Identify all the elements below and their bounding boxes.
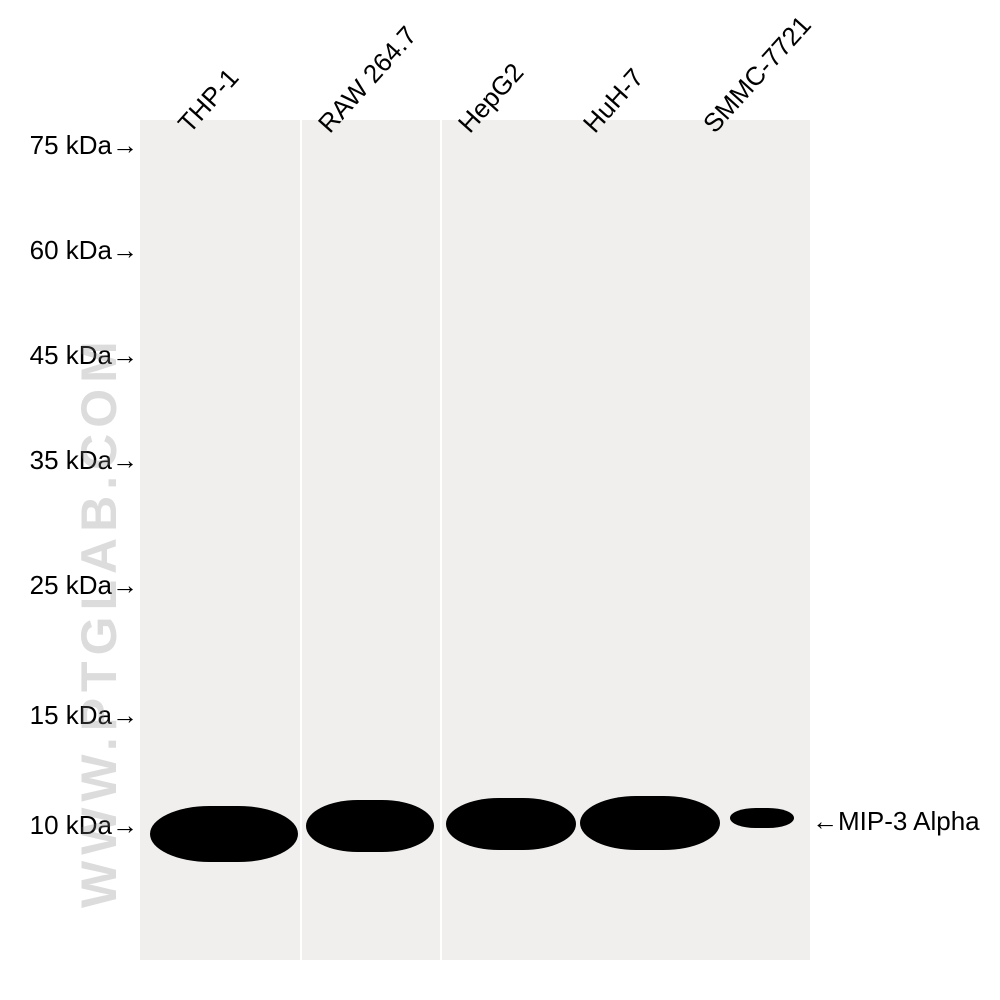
mw-marker: 60 kDa→ xyxy=(30,235,138,266)
protein-band xyxy=(150,806,298,862)
watermark: WWW.PTGLAB.COM xyxy=(70,335,128,908)
protein-band xyxy=(306,800,434,852)
protein-band xyxy=(580,796,720,850)
protein-band xyxy=(730,808,794,828)
protein-band xyxy=(446,798,576,850)
lane-separator xyxy=(440,120,442,960)
lane-separator xyxy=(300,120,302,960)
mw-marker: 75 kDa→ xyxy=(30,130,138,161)
target-label: ←MIP-3 Alpha xyxy=(812,806,980,837)
